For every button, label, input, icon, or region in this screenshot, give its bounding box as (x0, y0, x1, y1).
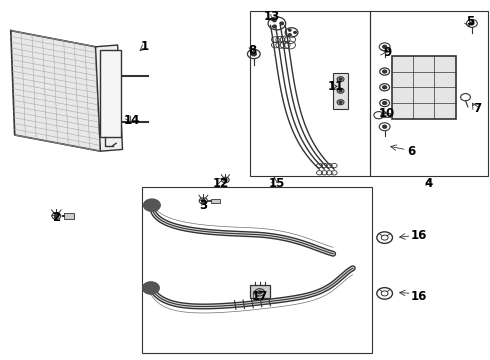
Polygon shape (96, 45, 122, 151)
Text: 17: 17 (251, 291, 268, 303)
Circle shape (280, 22, 283, 25)
Circle shape (383, 86, 387, 89)
Circle shape (383, 45, 387, 48)
Text: 14: 14 (124, 114, 141, 127)
Bar (381, 113, 390, 117)
Text: 3: 3 (199, 199, 207, 212)
Bar (142, 187, 372, 353)
Circle shape (272, 25, 276, 28)
Text: 4: 4 (425, 177, 433, 190)
Text: 7: 7 (474, 102, 482, 114)
Circle shape (383, 125, 387, 128)
Bar (370, 11, 488, 176)
Circle shape (201, 199, 205, 202)
Circle shape (251, 52, 256, 56)
Bar (392, 56, 456, 119)
Bar (64, 213, 74, 219)
Circle shape (294, 31, 296, 33)
Circle shape (54, 215, 58, 217)
Circle shape (289, 34, 291, 36)
Circle shape (289, 29, 291, 31)
Circle shape (224, 179, 227, 181)
Bar (250, 11, 370, 176)
Circle shape (383, 70, 387, 73)
Text: 9: 9 (383, 46, 391, 59)
Text: 12: 12 (212, 177, 229, 190)
Bar (250, 285, 270, 298)
Text: 10: 10 (379, 107, 395, 120)
Circle shape (339, 90, 342, 92)
Text: 8: 8 (248, 44, 256, 57)
Text: 16: 16 (411, 291, 427, 303)
Circle shape (383, 102, 387, 104)
Text: 13: 13 (264, 10, 280, 23)
Bar (333, 73, 348, 109)
Bar (211, 199, 220, 203)
Bar (100, 50, 121, 137)
Circle shape (339, 78, 342, 80)
Text: 15: 15 (269, 177, 285, 190)
Text: 5: 5 (466, 15, 474, 28)
Text: 6: 6 (408, 145, 416, 158)
Text: 16: 16 (411, 229, 427, 242)
Circle shape (470, 22, 474, 25)
Circle shape (258, 291, 262, 294)
Polygon shape (11, 31, 100, 151)
Text: 1: 1 (141, 40, 148, 53)
Circle shape (272, 19, 276, 22)
Circle shape (143, 282, 159, 294)
Circle shape (339, 101, 342, 103)
Circle shape (144, 199, 160, 211)
Text: 11: 11 (327, 80, 344, 93)
Text: 2: 2 (52, 211, 60, 224)
